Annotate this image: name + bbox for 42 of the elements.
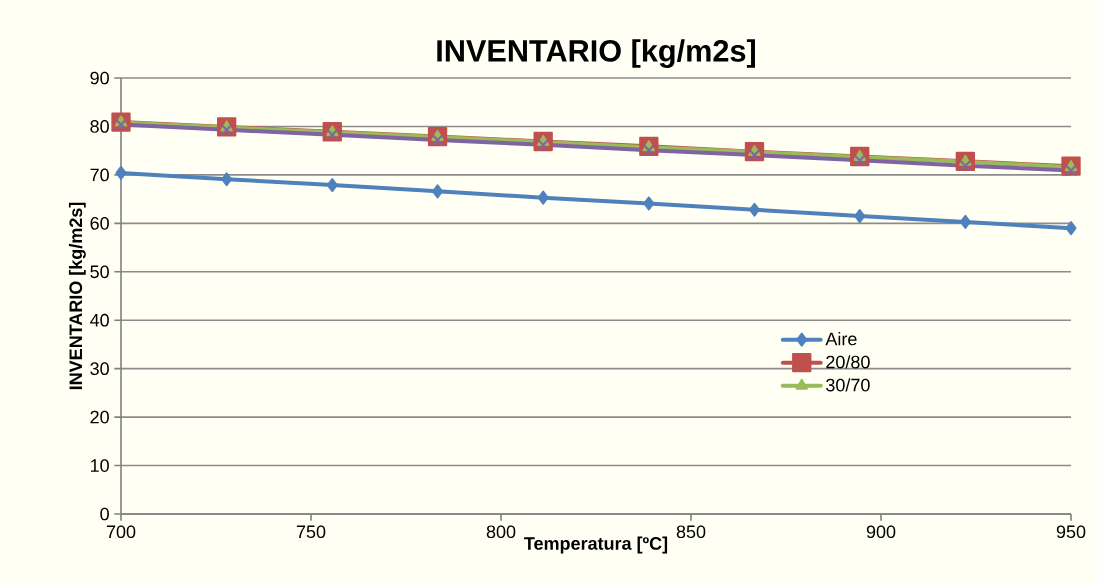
x-tick-label: 950 [1056, 525, 1086, 539]
point [115, 165, 127, 180]
point [537, 190, 549, 205]
x-tick-label: 900 [866, 525, 896, 539]
x-tick-label: 850 [676, 525, 706, 539]
chart-title: INVENTARIO [kg/m2s] [437, 39, 755, 68]
x-tick-label: 800 [486, 525, 516, 539]
point [643, 144, 655, 156]
y-tick-label: 50 [90, 265, 109, 279]
point [327, 129, 338, 140]
legend-label: 30/70 [826, 378, 870, 392]
y-tick-label: 0 [100, 507, 109, 521]
point [221, 172, 233, 187]
point [854, 209, 866, 224]
point [748, 202, 760, 217]
legend-label: Aire [825, 332, 857, 346]
y-axis-title: INVENTARIO [kg/m2s] [68, 202, 86, 390]
point [1065, 165, 1077, 176]
x-tick-label: 750 [296, 525, 326, 539]
y-tick-label: 60 [90, 216, 109, 230]
point [326, 178, 338, 193]
point [1065, 221, 1077, 236]
y-tick-label: 80 [90, 120, 109, 133]
point [432, 134, 443, 146]
y-tick-label: 30 [90, 362, 109, 376]
point [960, 160, 971, 171]
x-tick-label: 700 [106, 525, 136, 539]
point [221, 124, 232, 136]
y-tick-label: 90 [90, 71, 109, 85]
y-tick-label: 20 [90, 410, 109, 424]
legend-label: 20/80 [826, 355, 870, 369]
point [959, 214, 971, 229]
point [115, 119, 127, 130]
y-tick-label: 10 [90, 459, 109, 472]
y-tick-label: 70 [90, 168, 109, 182]
y-tick-label: 40 [90, 313, 109, 327]
point [432, 184, 444, 199]
point [854, 155, 865, 166]
point [749, 149, 760, 161]
point [537, 139, 549, 151]
point [643, 196, 655, 211]
x-axis-title: Temperatura [ºC] [524, 536, 668, 554]
